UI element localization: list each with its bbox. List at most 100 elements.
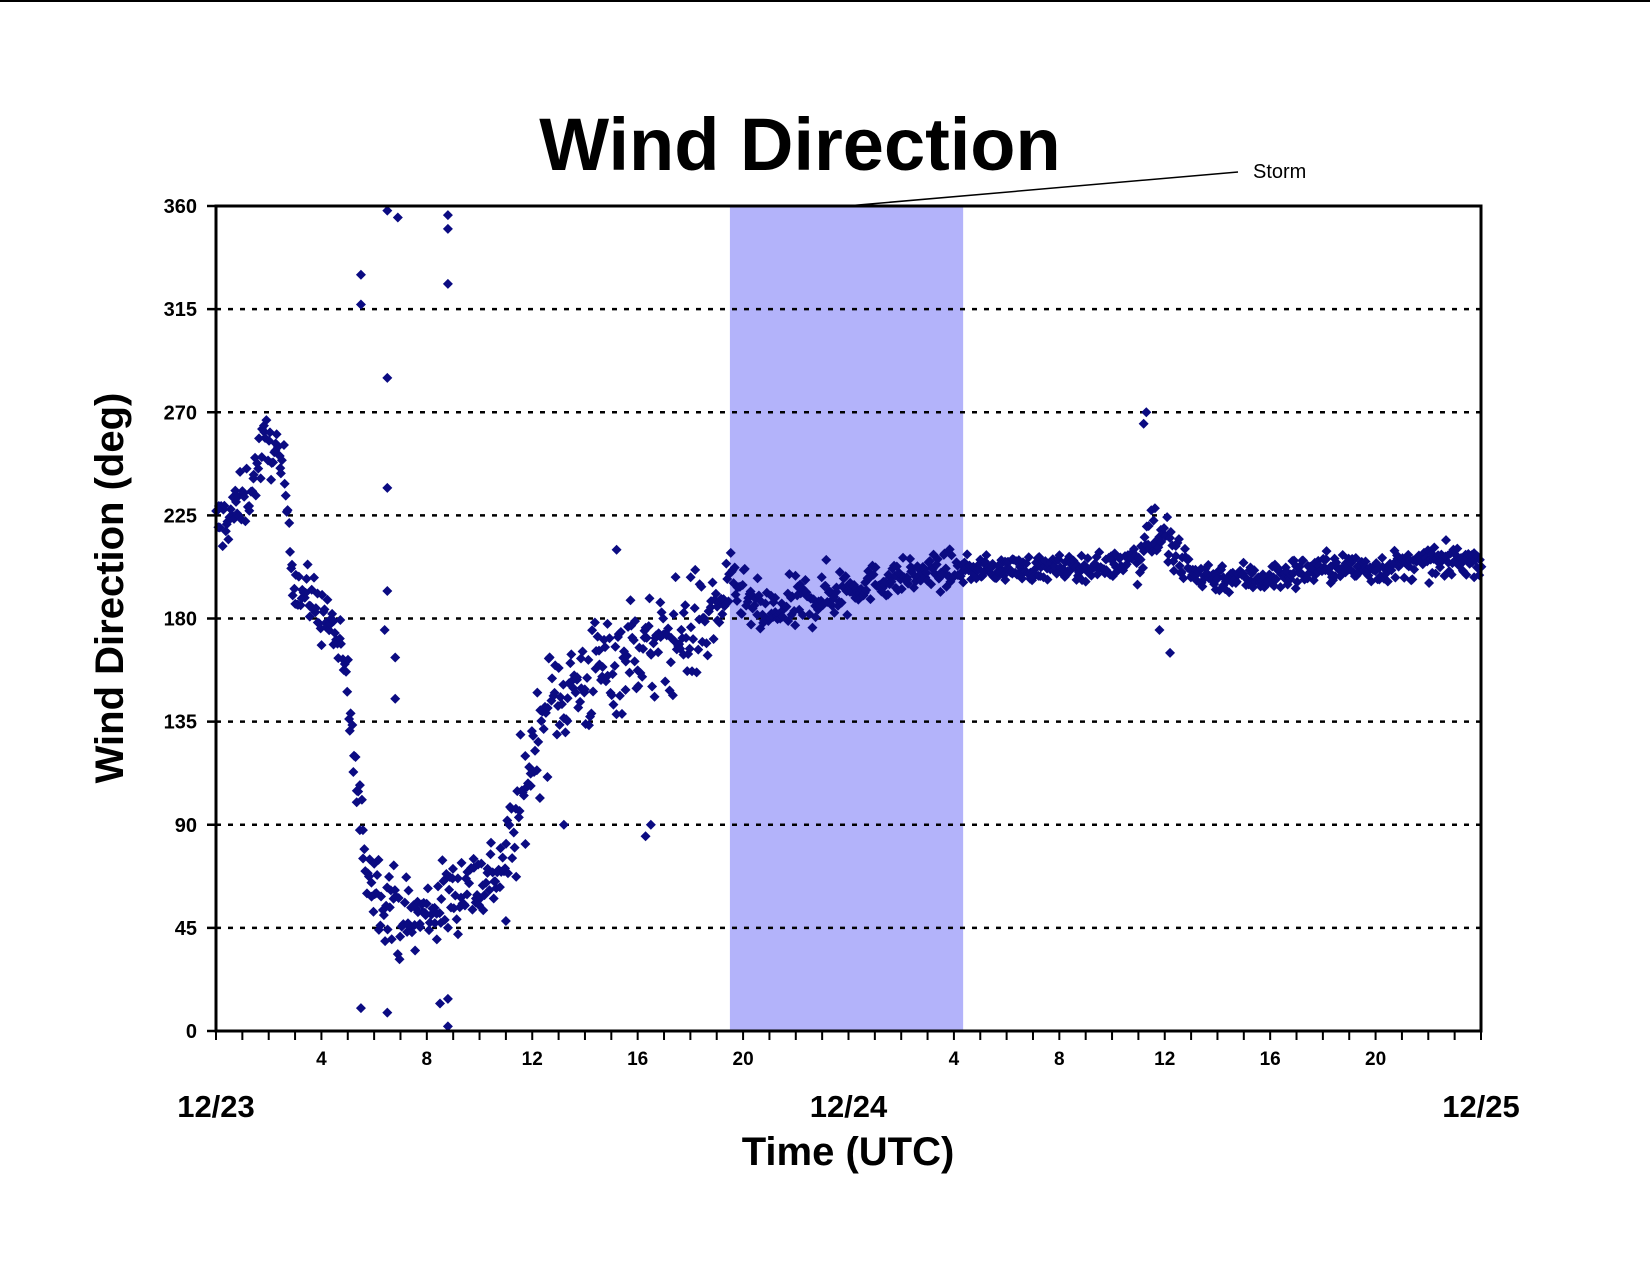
data-point	[840, 571, 851, 582]
data-point	[220, 526, 231, 537]
data-point	[739, 563, 750, 574]
data-point	[688, 634, 699, 645]
data-point	[287, 590, 298, 601]
x-tick-label: 20	[733, 1049, 754, 1070]
data-point	[597, 661, 608, 672]
data-point	[254, 433, 265, 444]
data-point	[388, 860, 399, 871]
data-point	[616, 708, 627, 719]
data-point	[421, 898, 432, 909]
data-point	[583, 720, 594, 731]
data-point	[655, 597, 666, 608]
data-point	[604, 633, 615, 644]
data-point	[261, 415, 272, 426]
data-point	[389, 885, 400, 896]
data-point	[562, 693, 573, 704]
data-point	[680, 600, 691, 611]
date-label: 12/24	[810, 1089, 888, 1124]
data-point	[797, 609, 808, 620]
data-point	[501, 838, 512, 849]
data-point	[586, 708, 597, 719]
data-point	[1143, 520, 1154, 531]
data-point	[534, 793, 545, 804]
data-point	[689, 603, 700, 614]
y-tick-label: 0	[186, 1021, 197, 1043]
data-point	[1249, 565, 1260, 576]
data-point	[570, 687, 581, 698]
data-point	[528, 730, 539, 741]
x-tick-label: 12	[1154, 1049, 1175, 1070]
data-point	[981, 550, 992, 561]
data-point	[714, 617, 725, 628]
data-point	[1360, 556, 1371, 567]
data-point	[394, 954, 405, 965]
data-point	[347, 719, 358, 730]
data-point	[629, 656, 640, 667]
data-point	[926, 579, 937, 590]
data-point	[723, 596, 734, 607]
data-point	[1000, 574, 1011, 585]
data-point	[382, 1007, 393, 1018]
data-point	[717, 609, 728, 620]
y-tick-label: 90	[175, 815, 197, 837]
data-point	[611, 709, 622, 720]
data-point	[415, 922, 426, 933]
data-point	[259, 427, 270, 438]
data-point	[1135, 554, 1146, 565]
y-axis-title: Wind Direction (deg)	[88, 393, 132, 784]
data-point	[606, 690, 617, 701]
data-point	[737, 579, 748, 590]
data-point	[566, 649, 577, 660]
data-point	[589, 617, 600, 628]
data-point	[241, 463, 252, 474]
data-point	[429, 918, 440, 929]
data-point	[531, 765, 542, 776]
data-point	[940, 563, 951, 574]
data-point	[725, 547, 736, 558]
data-point	[760, 598, 771, 609]
x-tick-label: 16	[627, 1049, 648, 1070]
data-point	[342, 686, 353, 697]
data-point	[295, 600, 306, 611]
data-point	[462, 889, 473, 900]
data-point	[424, 925, 435, 936]
data-point	[289, 583, 300, 594]
data-point	[520, 750, 531, 761]
data-point	[439, 914, 450, 925]
data-point	[665, 657, 676, 668]
data-point	[1023, 552, 1034, 563]
data-point	[1409, 564, 1420, 575]
data-point	[582, 672, 593, 683]
data-point	[379, 624, 390, 635]
data-point	[1149, 503, 1160, 514]
data-point	[620, 684, 631, 695]
data-point	[649, 691, 660, 702]
data-point	[1407, 574, 1418, 585]
x-tick-label: 16	[1260, 1049, 1281, 1070]
data-point	[693, 644, 704, 655]
data-point	[536, 716, 547, 727]
data-point	[329, 627, 340, 638]
data-point	[685, 572, 696, 583]
data-point	[1164, 532, 1175, 543]
data-point	[1203, 559, 1214, 570]
storm-annotation-line	[846, 171, 1239, 207]
x-tick-label: 4	[316, 1049, 327, 1070]
data-point	[1271, 574, 1282, 585]
data-point	[865, 594, 876, 605]
data-point	[464, 878, 475, 889]
data-point	[935, 586, 946, 597]
data-point	[1042, 574, 1053, 585]
data-point	[556, 699, 567, 710]
data-point	[667, 690, 678, 701]
data-point	[575, 653, 586, 664]
data-point	[608, 699, 619, 710]
data-point	[514, 805, 525, 816]
data-point	[691, 667, 702, 678]
data-point	[1330, 571, 1341, 582]
data-point	[868, 569, 879, 580]
data-point	[1377, 552, 1388, 563]
data-point	[544, 652, 555, 663]
data-point	[790, 570, 801, 581]
data-points	[211, 205, 1487, 1032]
